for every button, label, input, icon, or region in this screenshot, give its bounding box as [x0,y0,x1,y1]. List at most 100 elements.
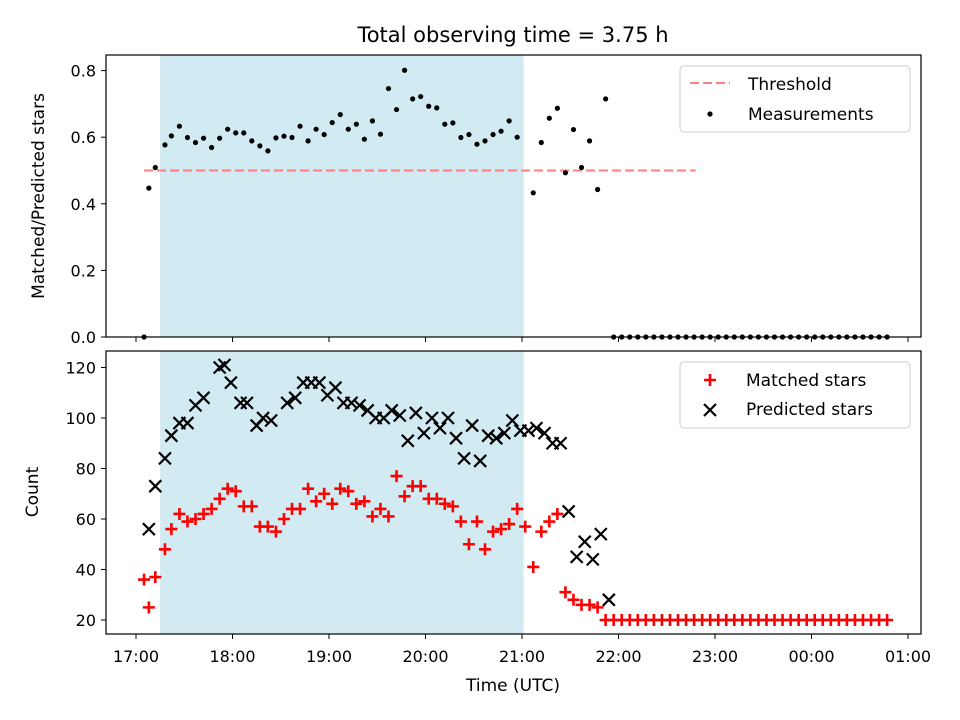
predicted-point [240,396,254,410]
measurement-point [466,131,472,138]
bottom-y-tick-label: 120 [65,359,96,378]
bottom-shaded-span [160,351,524,634]
predicted-points [142,358,616,607]
top-y-tick-label: 0.6 [71,128,96,147]
measurement-point [474,141,480,147]
measurement-point [393,106,400,113]
matched-point [142,601,155,614]
matched-point [310,495,323,508]
matched-points [138,470,894,626]
predicted-point [217,358,232,372]
measurement-point [450,120,456,126]
measurement-point [217,135,223,141]
matched-point [398,490,411,503]
matched-point [294,502,307,515]
matched-point [350,497,363,510]
measurement-point [498,128,504,134]
measurement-point [401,67,408,73]
matched-point [173,507,186,520]
measurement-point [410,96,416,102]
measurement-point [249,138,255,144]
predicted-point [417,426,431,440]
predicted-point [256,411,270,425]
matched-point [334,482,347,495]
matched-point [559,586,572,599]
top-y-tick-label: 0.2 [71,261,96,280]
predicted-point [457,451,471,466]
matched-point [261,520,274,533]
matched-point [495,523,508,536]
matched-point [382,510,395,523]
matched-point [358,495,371,508]
predicted-point [425,411,439,425]
matched-point [591,601,604,614]
top-y-ticks: 0.0 0.2 0.4 0.6 0.8 [71,62,106,347]
measurement-point [426,103,432,109]
predicted-point [449,431,463,445]
measurement-point [578,164,585,171]
measurement-point [594,186,601,193]
x-tick-label: 01:00 [885,647,931,666]
measurement-point [289,134,295,141]
matched-point [503,518,516,531]
measurement-point [546,115,552,121]
predicted-point [569,550,584,564]
x-tick-label: 18:00 [209,647,255,666]
predicted-point [505,413,520,428]
legend-measurements-label: Measurements [748,105,874,125]
matched-point [181,515,194,528]
matched-point [277,513,290,525]
predicted-point [497,426,512,440]
measurement-point [361,136,367,142]
matched-point [302,482,315,495]
measurement-point [562,170,569,176]
matched-point [149,571,162,584]
predicted-point [233,396,248,410]
matched-point [221,482,234,495]
top-x-ticks [135,337,909,342]
predicted-point [521,423,536,438]
measurement-point [168,133,174,139]
bottom-panel: 20 40 60 80 100 120 17:00 18:00 19:00 20:00 21:00… [23,350,931,696]
measurement-point [233,130,239,136]
measurement-point [313,126,319,132]
measurement-point [257,143,263,149]
measurement-point [603,96,609,102]
bottom-y-tick-label: 100 [65,409,96,428]
measurement-point [458,134,464,141]
top-y-tick-label: 0.0 [71,328,96,347]
predicted-point [392,408,407,423]
predicted-point [280,396,294,410]
measurement-point [200,135,207,141]
bottom-y-tick-label: 20 [76,611,96,630]
predicted-point [344,396,359,410]
matched-point [583,598,596,611]
predicted-point [142,522,156,536]
measurement-point [369,118,376,124]
x-tick-label: 20:00 [402,647,448,666]
top-y-axis-label: Matched/Predicted stars [29,93,49,299]
x-tick-label: 22:00 [595,647,641,666]
measurement-point [265,148,271,154]
measurement-point [554,105,560,111]
predicted-point [441,411,455,425]
matched-point [390,470,403,483]
predicted-point [594,527,608,541]
legend-matched-swatch [704,374,716,386]
matched-point [519,520,532,533]
predicted-point [433,421,447,435]
measurement-point [337,111,343,118]
measurement-point [184,134,191,141]
predicted-point [537,426,552,440]
measurement-point [297,123,303,129]
matched-point [165,523,178,536]
bottom-legend: Matched stars Predicted stars [679,361,911,429]
measurement-point [162,142,168,148]
matched-point [446,500,459,513]
measurement-point [377,131,384,137]
bottom-y-tick-label: 40 [76,561,96,580]
matched-point [470,515,483,528]
matched-point [138,573,151,586]
predicted-point [602,593,616,607]
